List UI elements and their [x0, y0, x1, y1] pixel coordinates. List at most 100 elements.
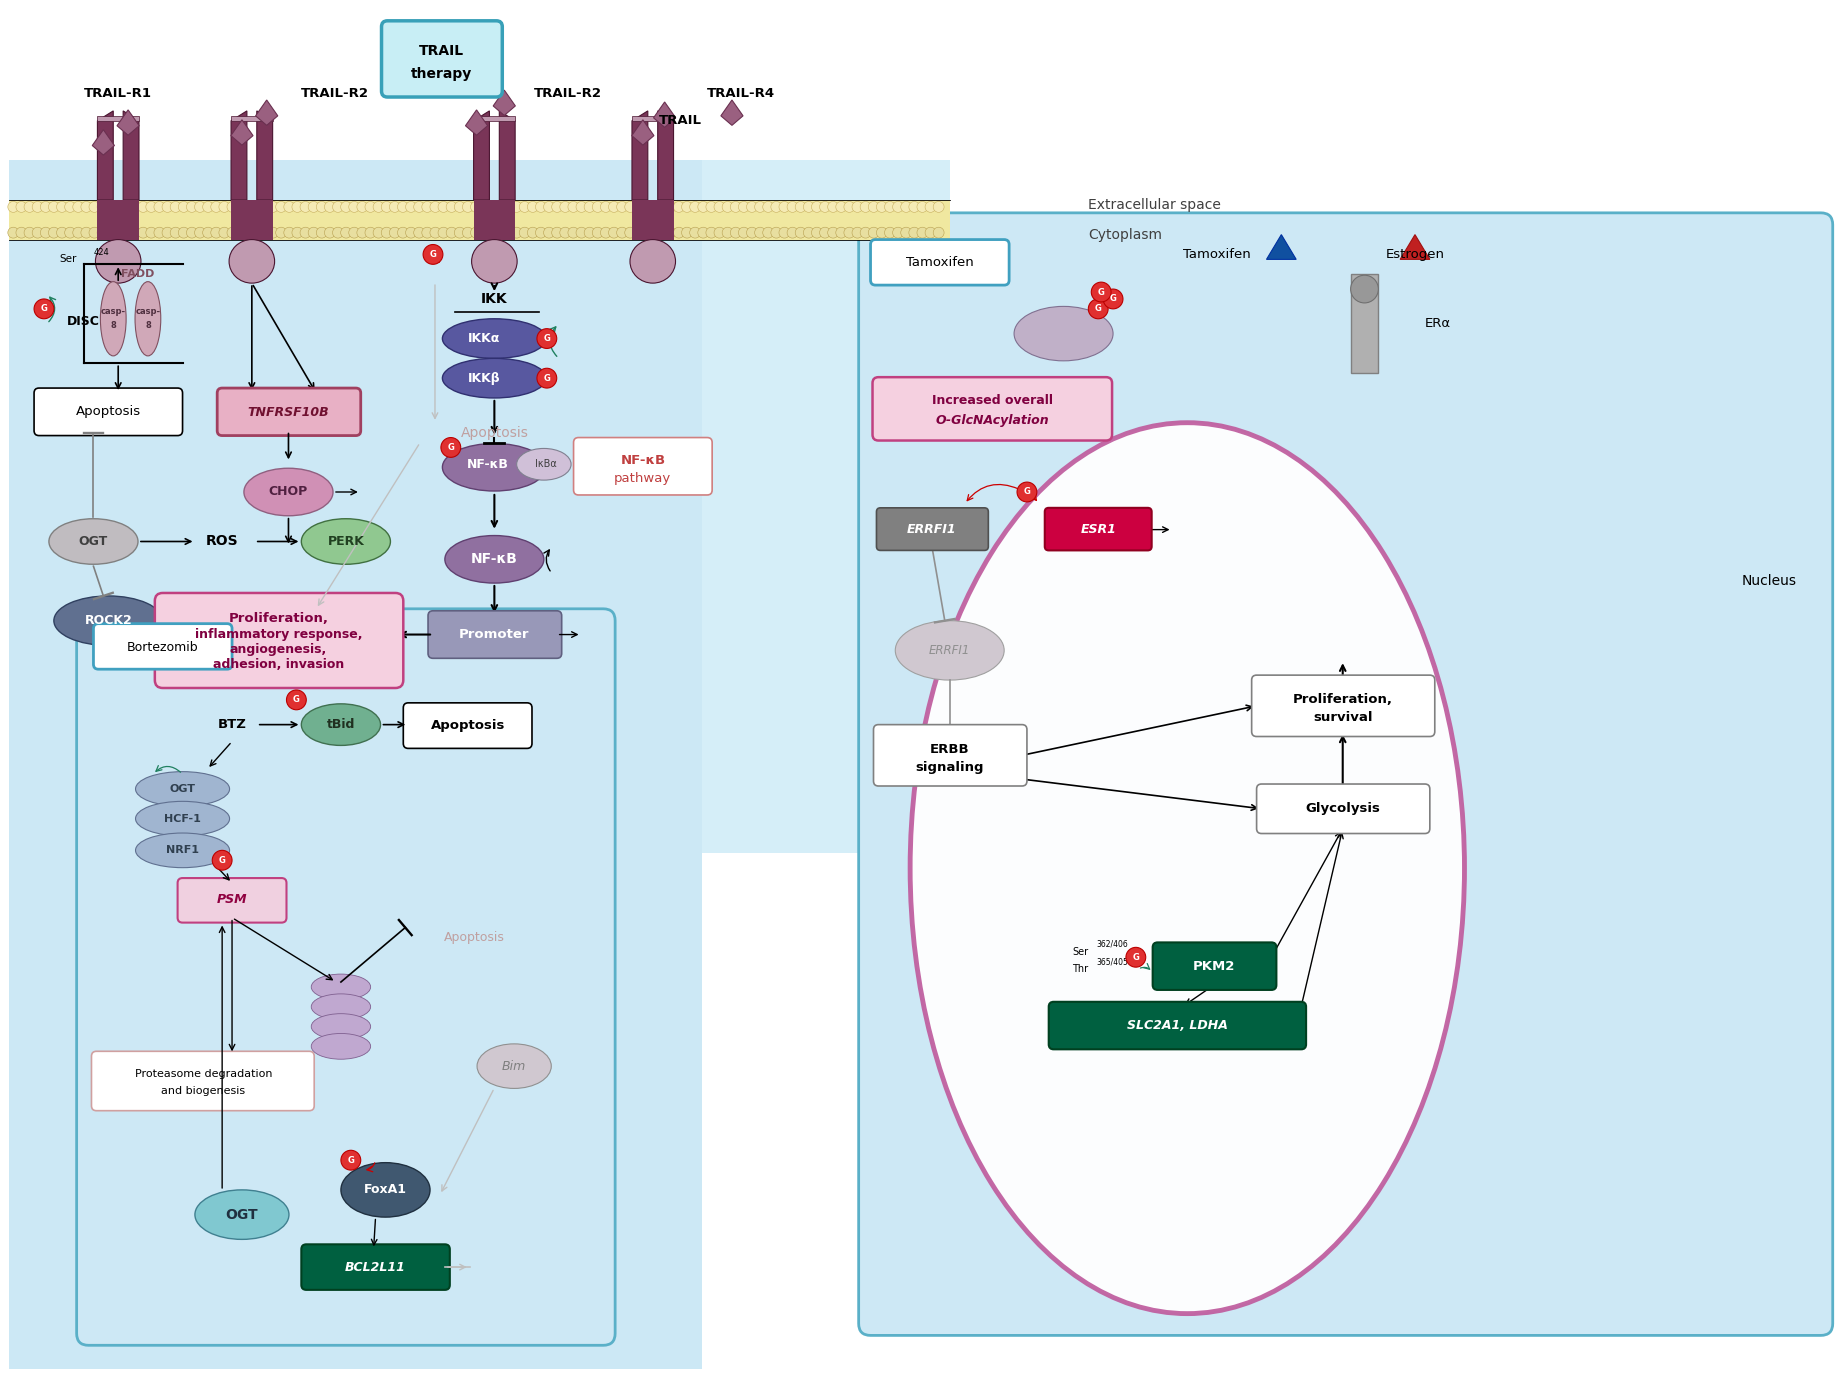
Polygon shape — [720, 100, 744, 125]
FancyBboxPatch shape — [1257, 784, 1431, 834]
Circle shape — [210, 201, 222, 212]
Circle shape — [210, 227, 222, 238]
Text: Glycolysis: Glycolysis — [1305, 802, 1381, 815]
Circle shape — [454, 227, 465, 238]
Text: Tamoxifen: Tamoxifen — [906, 256, 973, 268]
FancyBboxPatch shape — [33, 388, 183, 436]
Text: G: G — [347, 1156, 354, 1164]
Text: TRAIL-R1: TRAIL-R1 — [85, 87, 151, 99]
Ellipse shape — [244, 468, 332, 516]
FancyBboxPatch shape — [428, 611, 561, 658]
Text: ERRFI1: ERRFI1 — [929, 644, 971, 656]
Circle shape — [57, 227, 68, 238]
Circle shape — [746, 227, 757, 238]
Circle shape — [698, 201, 709, 212]
Polygon shape — [92, 129, 114, 155]
Circle shape — [105, 227, 116, 238]
Circle shape — [260, 201, 270, 212]
Circle shape — [722, 201, 733, 212]
Circle shape — [471, 227, 482, 238]
Ellipse shape — [312, 974, 371, 1000]
Circle shape — [390, 201, 401, 212]
Circle shape — [738, 227, 749, 238]
Circle shape — [462, 201, 473, 212]
Polygon shape — [657, 111, 674, 200]
Text: ROCK2: ROCK2 — [85, 614, 133, 627]
Circle shape — [414, 201, 425, 212]
Circle shape — [901, 227, 912, 238]
Circle shape — [356, 227, 367, 238]
Text: Tamoxifen: Tamoxifen — [1183, 248, 1252, 261]
Circle shape — [373, 227, 384, 238]
Circle shape — [786, 201, 797, 212]
Text: G: G — [543, 334, 550, 343]
Circle shape — [275, 201, 286, 212]
Circle shape — [593, 201, 604, 212]
Circle shape — [430, 201, 441, 212]
Ellipse shape — [1013, 307, 1113, 361]
Text: NF-κB: NF-κB — [620, 454, 665, 466]
Circle shape — [844, 227, 855, 238]
Text: TNFRSF10B: TNFRSF10B — [247, 406, 329, 420]
Circle shape — [342, 1150, 360, 1170]
Circle shape — [812, 201, 821, 212]
Bar — [631, 200, 674, 239]
Text: 365/405: 365/405 — [1097, 958, 1128, 967]
Text: inflammatory response,: inflammatory response, — [196, 627, 362, 641]
Text: SLC2A1, LDHA: SLC2A1, LDHA — [1126, 1020, 1228, 1032]
Circle shape — [925, 201, 936, 212]
Circle shape — [738, 201, 749, 212]
Circle shape — [528, 201, 539, 212]
Text: IKKβ: IKKβ — [469, 372, 500, 385]
Circle shape — [868, 227, 879, 238]
Polygon shape — [1266, 235, 1296, 259]
Circle shape — [934, 227, 943, 238]
Circle shape — [772, 227, 781, 238]
Circle shape — [406, 227, 417, 238]
Circle shape — [559, 201, 570, 212]
Circle shape — [284, 201, 295, 212]
Circle shape — [33, 299, 54, 319]
Circle shape — [705, 227, 716, 238]
Circle shape — [421, 227, 432, 238]
Circle shape — [722, 227, 733, 238]
Circle shape — [893, 201, 903, 212]
Circle shape — [755, 201, 766, 212]
Circle shape — [925, 227, 936, 238]
Polygon shape — [124, 111, 138, 200]
Text: PERK: PERK — [327, 535, 364, 548]
Text: Apoptosis: Apoptosis — [430, 720, 504, 732]
Text: BCL2L11: BCL2L11 — [345, 1260, 406, 1274]
Circle shape — [129, 227, 140, 238]
Polygon shape — [631, 120, 653, 144]
Circle shape — [186, 227, 198, 238]
Polygon shape — [231, 120, 253, 144]
Circle shape — [860, 201, 871, 212]
Ellipse shape — [476, 1044, 552, 1088]
FancyBboxPatch shape — [873, 377, 1111, 440]
Circle shape — [827, 227, 838, 238]
Circle shape — [535, 227, 546, 238]
Text: NRF1: NRF1 — [166, 845, 199, 856]
Ellipse shape — [312, 993, 371, 1020]
Text: PKM2: PKM2 — [1193, 959, 1235, 973]
FancyBboxPatch shape — [873, 725, 1026, 786]
Ellipse shape — [135, 801, 229, 837]
Circle shape — [705, 201, 716, 212]
Circle shape — [779, 201, 790, 212]
Ellipse shape — [445, 535, 545, 583]
Text: and biogenesis: and biogenesis — [161, 1086, 246, 1095]
Ellipse shape — [312, 1014, 371, 1039]
Circle shape — [268, 227, 279, 238]
Circle shape — [762, 227, 773, 238]
Text: G: G — [1132, 952, 1139, 962]
Circle shape — [251, 201, 262, 212]
FancyBboxPatch shape — [877, 508, 988, 550]
Circle shape — [292, 201, 303, 212]
Circle shape — [609, 201, 620, 212]
Polygon shape — [1399, 235, 1431, 259]
Polygon shape — [116, 110, 138, 135]
Ellipse shape — [1351, 275, 1379, 303]
Circle shape — [487, 227, 498, 238]
Ellipse shape — [517, 449, 570, 480]
